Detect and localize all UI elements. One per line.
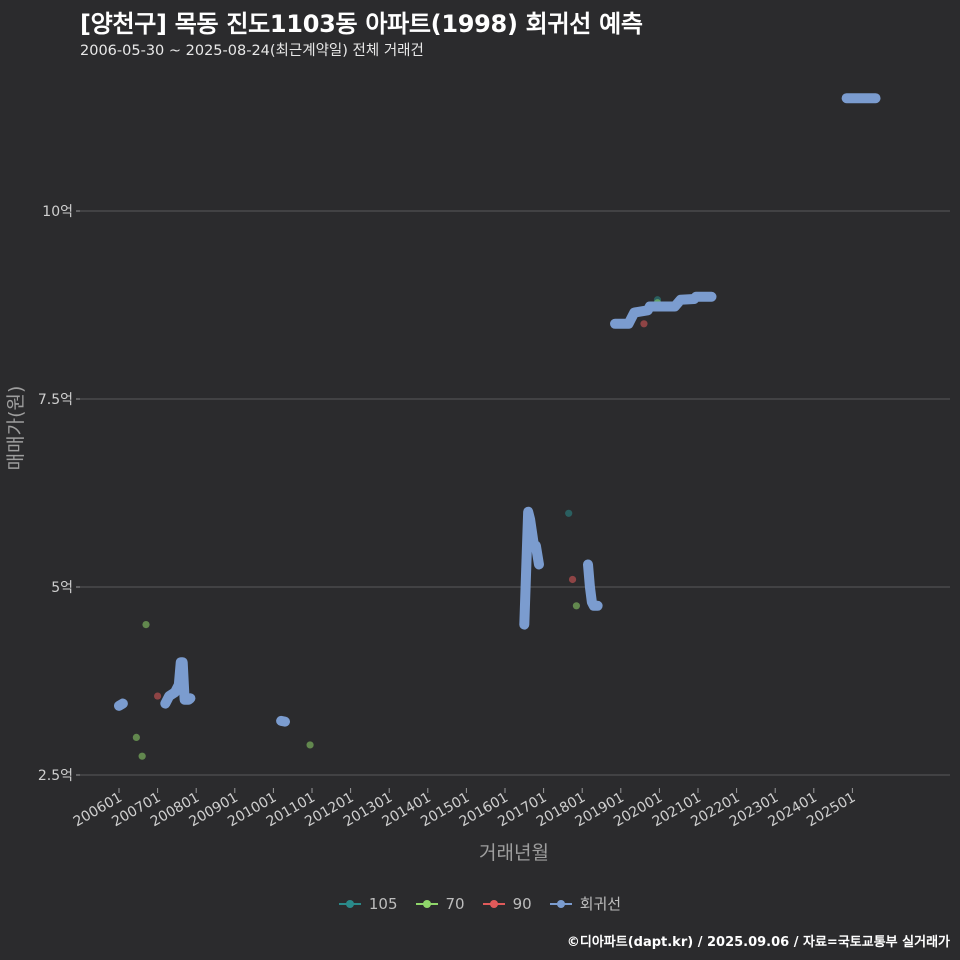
legend-label: 회귀선 — [579, 895, 622, 913]
data-points — [132, 296, 662, 760]
data-point-105 — [565, 509, 573, 517]
source-caption: ©디아파트(dapt.kr) / 2025.09.06 / 자료=국토교통부 실… — [566, 935, 950, 950]
legend-item-105[interactable]: 105 — [338, 894, 398, 913]
legend-key-icon — [415, 897, 438, 911]
x-axis-label: 거래년월 — [479, 842, 549, 864]
legend-item-70[interactable]: 70 — [415, 894, 465, 913]
legend-item-regression[interactable]: 회귀선 — [549, 893, 622, 914]
legend: 105 70 90 회귀선 — [0, 893, 960, 914]
y-tick-label: 2.5억 — [38, 768, 73, 784]
x-axis: 2006012007012008012009012010012011012012… — [71, 788, 858, 830]
y-tick-label: 7.5억 — [38, 392, 73, 408]
data-point-90 — [568, 575, 577, 584]
legend-item-90[interactable]: 90 — [482, 894, 532, 913]
chart-subtitle: 2006-05-30 ~ 2025-08-24(최근계약일) 전체 거래건 — [80, 43, 424, 59]
y-axis-label: 매매가(원) — [5, 386, 27, 471]
y-tick-label: 10억 — [42, 204, 73, 220]
chart-title: [양천구] 목동 진도1103동 아파트(1998) 회귀선 예측 — [80, 10, 643, 38]
legend-key-icon — [482, 897, 505, 911]
y-tick-label: 5억 — [51, 580, 73, 596]
regression-line — [114, 93, 881, 727]
data-point-70 — [306, 741, 314, 749]
data-point-70 — [572, 602, 581, 610]
data-point-70 — [138, 752, 146, 760]
legend-label: 105 — [368, 894, 398, 913]
grid-lines — [80, 210, 950, 776]
legend-label: 90 — [512, 894, 532, 913]
data-point-70 — [132, 733, 140, 742]
legend-key-icon — [338, 897, 361, 911]
legend-label: 70 — [445, 894, 465, 913]
data-point-90 — [154, 692, 162, 700]
legend-key-icon — [549, 897, 572, 911]
regression-line-path — [114, 93, 881, 727]
data-point-90 — [640, 320, 648, 328]
y-axis: 2.5억 5억 7.5억 10억 — [38, 204, 80, 784]
data-point-70 — [142, 621, 150, 629]
